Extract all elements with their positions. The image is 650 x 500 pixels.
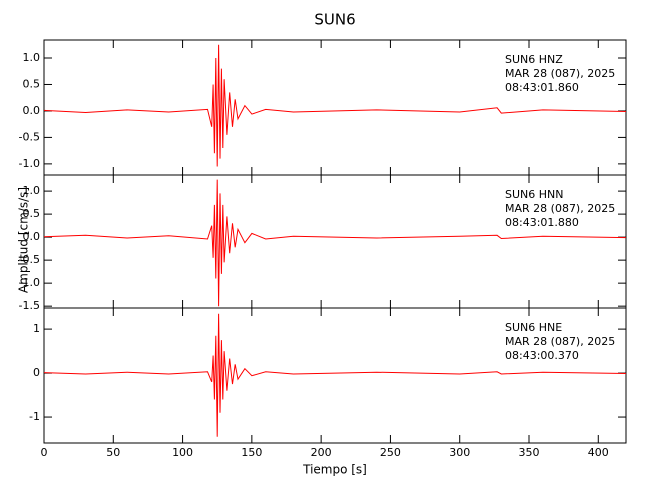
y-tick-label: 1 xyxy=(33,322,40,335)
annotation: SUN6 HNE xyxy=(505,321,562,334)
y-axis-label: Amplitud [cm/s/s] xyxy=(17,187,31,293)
y-tick-label: -0.5 xyxy=(19,253,40,266)
annotation: SUN6 HNN xyxy=(505,188,564,201)
y-tick-label: 0 xyxy=(33,366,40,379)
y-tick-label: 1.0 xyxy=(23,51,41,64)
x-tick-label: 100 xyxy=(172,446,193,459)
annotation: MAR 28 (087), 2025 xyxy=(505,67,615,80)
y-tick-label: 1.0 xyxy=(23,184,41,197)
y-tick-label: 0.0 xyxy=(23,230,41,243)
x-tick-label: 250 xyxy=(380,446,401,459)
y-tick-label: -1 xyxy=(29,410,40,423)
y-tick-label: -1.0 xyxy=(19,276,40,289)
y-tick-label: -1.5 xyxy=(19,299,40,312)
x-tick-label: 350 xyxy=(519,446,540,459)
annotation: SUN6 HNZ xyxy=(505,53,563,66)
x-tick-label: 300 xyxy=(449,446,470,459)
x-tick-label: 0 xyxy=(41,446,48,459)
x-tick-label: 200 xyxy=(311,446,332,459)
x-tick-label: 50 xyxy=(106,446,120,459)
chart-title: SUN6 xyxy=(314,11,355,29)
annotation: MAR 28 (087), 2025 xyxy=(505,202,615,215)
panel-frame xyxy=(43,307,627,444)
x-tick-label: 400 xyxy=(588,446,609,459)
y-tick-label: -0.5 xyxy=(19,130,40,143)
x-axis-label: Tiempo [s] xyxy=(302,463,367,477)
y-tick-label: 0.5 xyxy=(23,77,41,90)
waveform xyxy=(43,44,627,167)
annotation: MAR 28 (087), 2025 xyxy=(505,335,615,348)
x-tick-label: 150 xyxy=(241,446,262,459)
annotation: 08:43:01.860 xyxy=(505,81,579,94)
annotation: 08:43:00.370 xyxy=(505,349,579,362)
waveform xyxy=(43,179,627,307)
y-tick-label: 0.5 xyxy=(23,207,41,220)
y-tick-label: -1.0 xyxy=(19,157,40,170)
annotation: 08:43:01.880 xyxy=(505,216,579,229)
y-tick-label: 0.0 xyxy=(23,104,41,117)
waveform xyxy=(43,313,627,437)
